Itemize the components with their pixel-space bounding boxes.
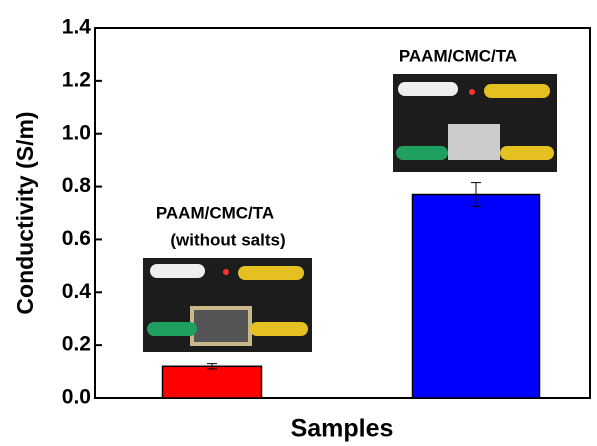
y-tick-label: 1.4	[62, 16, 92, 39]
y-tick-label: 1.0	[62, 121, 91, 144]
y-tick-label: 1.2	[62, 68, 91, 91]
chart: Samples Conductivity (S/m) 0.0 0.2 0.4 0.6 0…	[0, 0, 597, 446]
y-tick-label: 0.2	[62, 333, 91, 356]
photo	[393, 74, 557, 172]
bar	[163, 366, 262, 398]
annotation: PAAM/CMC/TA	[399, 46, 517, 65]
photo	[143, 258, 312, 352]
x-axis-label: Samples	[291, 415, 394, 443]
annotation: (without salts)	[170, 230, 285, 249]
annotation: PAAM/CMC/TA	[156, 203, 274, 222]
y-axis-label: Conductivity (S/m)	[12, 111, 38, 314]
bar	[413, 195, 540, 399]
y-tick-label: 0.0	[62, 386, 91, 409]
y-tick-label: 0.6	[62, 227, 91, 250]
y-tick-label: 0.4	[62, 280, 92, 303]
y-tick-label: 0.8	[62, 174, 92, 197]
